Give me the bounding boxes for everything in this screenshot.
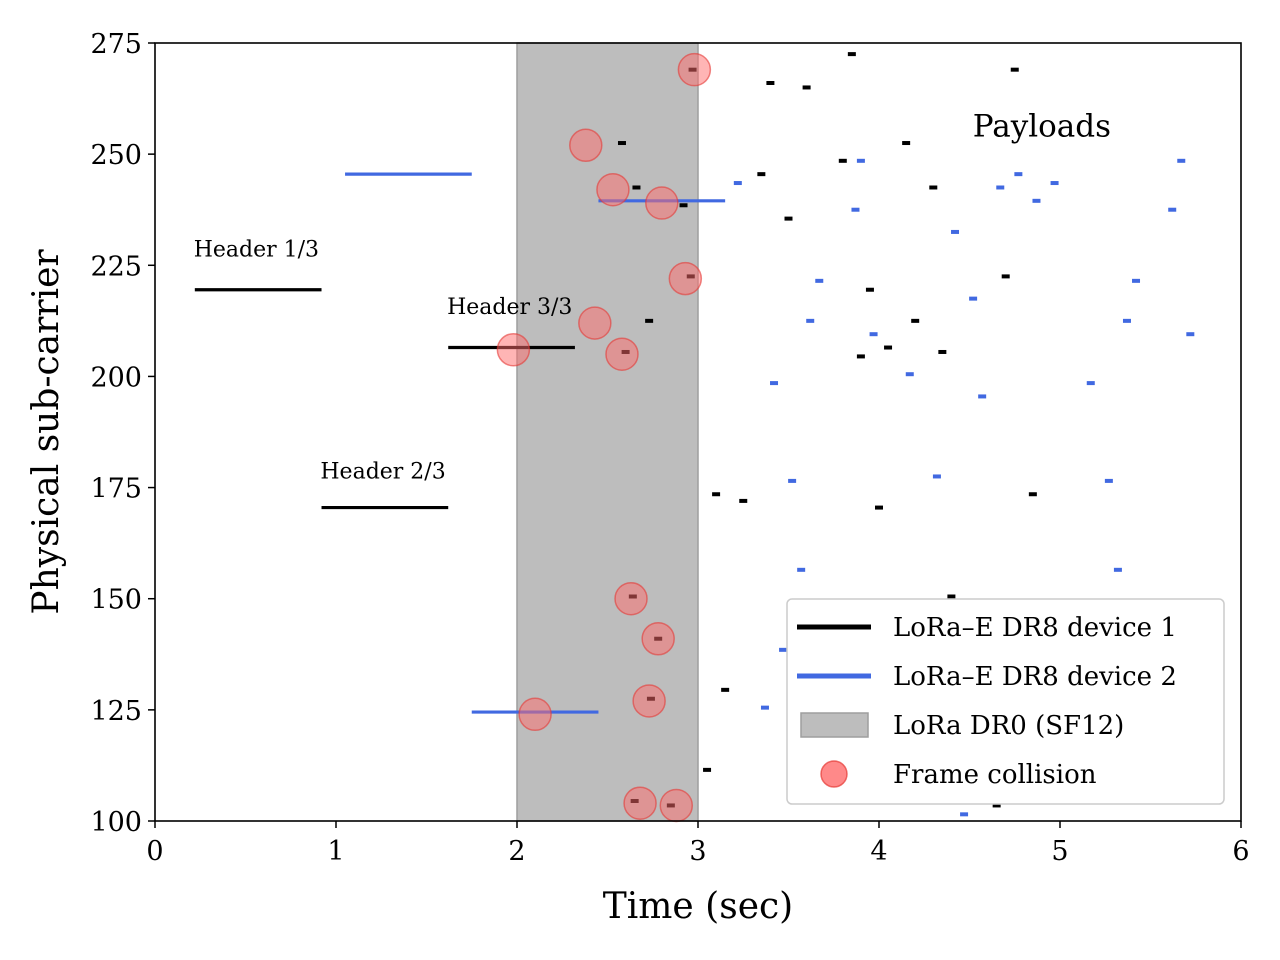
collision-marker — [632, 684, 666, 718]
collision-marker — [596, 172, 630, 207]
collision-marker — [645, 186, 679, 220]
legend-box — [786, 598, 1225, 805]
collision-marker — [569, 128, 603, 163]
legend-label: LoRa–E DR8 device 2 — [893, 662, 1177, 692]
collision-marker — [496, 333, 531, 367]
collision-marker — [677, 52, 712, 87]
shaded-region-group — [516, 42, 699, 822]
y-tick-label: 175 — [90, 474, 142, 505]
x-tick-label: 0 — [146, 836, 163, 867]
legend-label: LoRa–E DR8 device 1 — [893, 613, 1177, 643]
y-tick-label: 150 — [90, 585, 142, 616]
y-tick-label: 125 — [90, 696, 142, 727]
x-axis-label: Time (sec) — [603, 886, 793, 927]
header-annotation: Header 1/3 — [194, 237, 319, 262]
collision-marker — [605, 337, 639, 371]
legend-swatch-patch — [800, 712, 869, 738]
annotations-group: Header 1/3 Header 2/3 Header 3/3 Payloads — [194, 108, 1111, 484]
x-tick-label: 5 — [1051, 836, 1068, 867]
x-tick-label: 6 — [1232, 836, 1249, 867]
y-tick-label: 100 — [90, 807, 142, 838]
x-tick-label: 4 — [870, 836, 887, 867]
header-annotation: Header 2/3 — [320, 460, 445, 485]
y-tick-label: 225 — [90, 251, 142, 282]
x-tick-label: 2 — [508, 836, 525, 867]
collision-marker — [578, 306, 612, 340]
axes-group: 0 1 2 3 4 5 6 100 125 150 175 200 225 250 275 — [90, 29, 1249, 867]
collision-markers-group — [496, 52, 712, 823]
collision-marker — [518, 697, 552, 732]
y-axis-label: Physical sub-carrier — [26, 249, 67, 615]
payloads-annotation: Payloads — [973, 108, 1111, 144]
collision-marker — [623, 786, 657, 820]
shaded-region-dr0 — [516, 42, 699, 822]
collision-marker — [659, 788, 694, 823]
collision-marker — [641, 621, 675, 656]
y-tick-label: 200 — [90, 362, 142, 393]
x-tick-label: 1 — [327, 836, 344, 867]
collision-marker — [614, 581, 648, 616]
y-tick-label: 275 — [90, 29, 142, 60]
header-annotation: Header 3/3 — [447, 295, 572, 320]
x-tick-label: 3 — [689, 836, 706, 867]
legend-label: Frame collision — [893, 760, 1097, 790]
y-tick-label: 250 — [90, 140, 142, 171]
legend-label: LoRa DR0 (SF12) — [893, 711, 1124, 741]
collision-marker — [668, 261, 703, 296]
legend-swatch-circle — [820, 760, 848, 788]
legend: LoRa–E DR8 device 1 LoRa–E DR8 device 2 Lo… — [786, 598, 1225, 805]
